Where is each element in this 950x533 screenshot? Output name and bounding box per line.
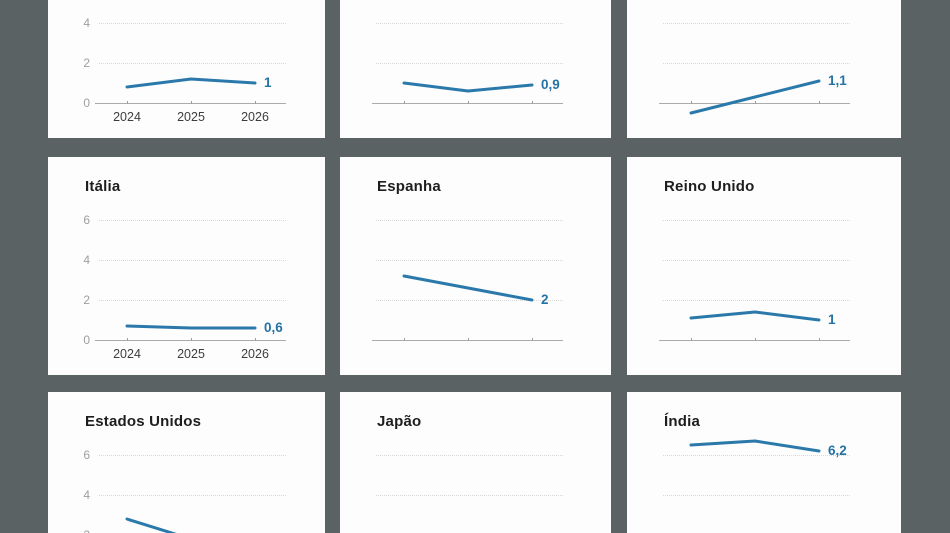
- gridline-y4: [663, 260, 850, 261]
- data-line: [125, 77, 257, 89]
- x-tick-label: 2024: [113, 347, 141, 361]
- x-tick-mark: [404, 101, 405, 104]
- chart-panel: 1 Reino Unido: [627, 157, 901, 375]
- chart-title: Itália: [85, 178, 121, 195]
- gridline-y4: [99, 23, 286, 24]
- data-line: [689, 310, 821, 322]
- chart-title: Índia: [664, 413, 701, 430]
- x-tick-mark: [819, 338, 820, 341]
- y-tick-label: 6: [83, 448, 90, 462]
- chart-panel: 1,1: [627, 0, 901, 138]
- data-line: [125, 324, 257, 330]
- gridline-y4: [376, 260, 563, 261]
- x-tick-mark: [127, 338, 128, 341]
- gridline-y2: [663, 63, 850, 64]
- x-axis-line: [372, 340, 563, 341]
- gridline-y2: [99, 300, 286, 301]
- chart-title: Japão: [377, 413, 422, 430]
- chart-panel: 02462024202520261: [48, 0, 325, 138]
- gridline-y6: [99, 220, 286, 221]
- gridline-y2: [376, 63, 563, 64]
- x-tick-mark: [191, 338, 192, 341]
- x-tick-mark: [819, 101, 820, 104]
- x-axis-line: [659, 103, 850, 104]
- x-tick-mark: [755, 101, 756, 104]
- x-tick-label: 2025: [177, 347, 205, 361]
- x-tick-mark: [255, 338, 256, 341]
- value-label: 6,2: [828, 443, 847, 458]
- y-tick-label: 4: [83, 488, 90, 502]
- x-tick-mark: [532, 101, 533, 104]
- chart-panel: 0246202420252026Estados Unidos: [48, 392, 325, 533]
- gridline-y4: [663, 23, 850, 24]
- x-axis-line: [95, 340, 286, 341]
- data-line: [125, 517, 177, 533]
- value-label: 0,6: [264, 320, 283, 335]
- x-tick-mark: [404, 338, 405, 341]
- chart-panel: 0 2 4 6 2024 2025 2026 0,6 Itália: [48, 157, 325, 375]
- gridline-y2: [663, 300, 850, 301]
- x-tick-label: 2026: [241, 347, 269, 361]
- y-tick-label: 4: [83, 253, 90, 267]
- data-line: [689, 79, 821, 115]
- gridline-y2: [99, 63, 286, 64]
- y-tick-label: 2: [68, 528, 90, 533]
- data-line: [689, 439, 821, 453]
- y-tick-label: 2: [83, 293, 90, 307]
- x-tick-mark: [691, 101, 692, 104]
- chart-panel: 0,9: [340, 0, 611, 138]
- chart-panel: 6,2 Índia: [627, 392, 901, 533]
- data-line: [402, 81, 534, 93]
- value-label: 1: [828, 312, 836, 327]
- gridline-y4: [99, 260, 286, 261]
- chart-panel: Japão: [340, 392, 611, 533]
- y-tick-label: 4: [83, 16, 90, 30]
- value-label: 1,1: [828, 73, 847, 88]
- y-tick-label: 0: [83, 333, 90, 347]
- gridline-y6: [99, 455, 286, 456]
- chart-title: Estados Unidos: [85, 413, 202, 430]
- gridline-y2: [376, 300, 563, 301]
- gridline-y4: [376, 23, 563, 24]
- x-tick-mark: [755, 338, 756, 341]
- x-tick-label: 2024: [113, 110, 141, 124]
- gridline-y6: [663, 220, 850, 221]
- x-axis-line: [372, 103, 563, 104]
- x-tick-mark: [468, 101, 469, 104]
- x-tick-label: 2025: [177, 110, 205, 124]
- gridline-y4: [99, 495, 286, 496]
- value-label: 1: [264, 75, 272, 90]
- x-axis-line: [659, 340, 850, 341]
- y-tick-label: 0: [83, 96, 90, 110]
- gridline-y6: [376, 220, 563, 221]
- x-tick-mark: [691, 338, 692, 341]
- chart-panel: 2 Espanha: [340, 157, 611, 375]
- gridline-y6: [663, 455, 850, 456]
- x-tick-mark: [255, 101, 256, 104]
- x-tick-mark: [127, 101, 128, 104]
- value-label: 0,9: [541, 77, 560, 92]
- value-label: 2: [541, 292, 549, 307]
- x-tick-mark: [532, 338, 533, 341]
- gridline-y6: [376, 455, 563, 456]
- x-tick-mark: [191, 101, 192, 104]
- gridline-y4: [663, 495, 850, 496]
- data-line: [402, 274, 534, 302]
- gridline-y4: [376, 495, 563, 496]
- y-tick-label: 2: [83, 56, 90, 70]
- x-tick-mark: [468, 338, 469, 341]
- x-tick-label: 2026: [241, 110, 269, 124]
- chart-title: Reino Unido: [664, 178, 755, 195]
- x-axis-line: [95, 103, 286, 104]
- y-tick-label: 6: [83, 213, 90, 227]
- chart-title: Espanha: [377, 178, 441, 195]
